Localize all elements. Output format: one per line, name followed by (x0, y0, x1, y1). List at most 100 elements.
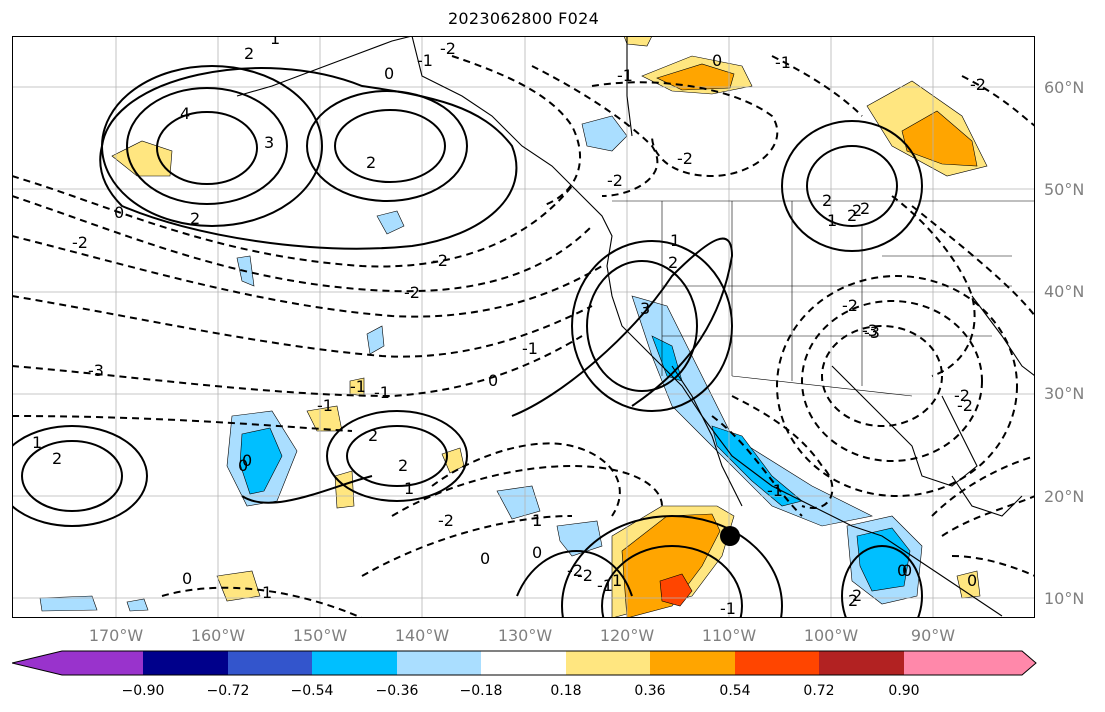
contour-label: 2 (244, 44, 254, 63)
contour-label: -2 (577, 566, 593, 585)
contour-labels: 2 1 0 -2 -1 4 3 2 2 0 -2 -2 -1 0 -1 -2 -… (32, 36, 986, 618)
contour-label: 0 (114, 203, 124, 222)
lat-label-20n: 20°N (1044, 487, 1085, 506)
colorbar-cell (566, 651, 650, 675)
contour-label: 1 (827, 211, 837, 230)
contour-label: 0 (897, 561, 907, 580)
colorbar-tick-label: −0.72 (206, 683, 250, 699)
contour-label: 2 (852, 201, 862, 220)
contour-label: -1 (597, 576, 613, 595)
shaded-regions (39, 36, 988, 618)
negative-contours (12, 55, 1035, 618)
colorbar-cell (650, 651, 735, 675)
contour-label: -1 (720, 599, 736, 618)
state-borders (612, 200, 1035, 397)
contour-label: -1 (775, 53, 791, 72)
contour-label: 2 (848, 591, 858, 610)
colorbar-cell (312, 651, 397, 675)
contour-label: -1 (317, 396, 333, 415)
contour-label: -2 (957, 396, 973, 415)
contour-label: -2 (954, 386, 970, 405)
contour-label: -2 (567, 561, 583, 580)
contour-label: -1 (374, 383, 390, 402)
graticule (12, 36, 1035, 618)
contour-label: 0 (182, 569, 192, 588)
lon-label-140w: 140°W (394, 626, 450, 645)
colorbar-cell (228, 651, 312, 675)
lat-label-30n: 30°N (1044, 384, 1085, 403)
contour-label: -2 (404, 283, 420, 302)
contour-label: 0 (242, 451, 252, 470)
contour-label: 2 (190, 209, 200, 228)
colorbar-tick-label: 0.90 (888, 683, 920, 699)
colorbar (12, 650, 1037, 676)
contour-label: 3 (264, 133, 274, 152)
contour-label: 1 (270, 36, 280, 48)
colorbar-cell (143, 651, 228, 675)
map-panel: 2 1 0 -2 -1 4 3 2 2 0 -2 -2 -1 0 -1 -2 -… (12, 36, 1035, 618)
lat-label-60n: 60°N (1044, 78, 1085, 97)
colorbar-tick-label: 0.54 (719, 683, 751, 699)
contour-label: -3 (88, 361, 104, 380)
contour-label: 2 (368, 426, 378, 445)
lon-label-160w: 160°W (190, 626, 246, 645)
lat-label-10n: 10°N (1044, 589, 1085, 608)
colorbar-cell (904, 651, 1036, 675)
contour-label: 2 (52, 449, 62, 468)
contour-label: 3 (640, 299, 650, 318)
contour-label: -2 (970, 75, 986, 94)
contour-label: 1 (404, 479, 414, 498)
contour-label: -2 (432, 251, 448, 270)
colorbar-tick-label: −0.90 (121, 683, 165, 699)
contour-label: -1 (767, 481, 783, 500)
contour-label: 1 (32, 433, 42, 452)
positive-contours (12, 65, 923, 618)
map-title: 2023062800 F024 (447, 9, 600, 28)
map-frame (12, 36, 1035, 618)
contour-label: -2 (438, 511, 454, 530)
contour-label: -2 (677, 149, 693, 168)
contour-label: 0 (532, 543, 542, 562)
contour-label: -3 (864, 323, 880, 342)
contour-label: 2 (860, 199, 870, 218)
lon-label-120w: 120°W (599, 626, 655, 645)
contour-label: -3 (862, 321, 878, 340)
contour-label: 2 (668, 253, 678, 272)
contour-label: 1 (532, 511, 542, 530)
lat-label-50n: 50°N (1044, 180, 1085, 199)
lon-label-90w: 90°W (910, 626, 956, 645)
contour-label: 2 (366, 153, 376, 172)
contour-label: 0 (902, 561, 912, 580)
contour-label: 0 (384, 64, 394, 83)
contour-label: -2 (72, 233, 88, 252)
contour-label: 2 (847, 206, 857, 225)
colorbar-cell (481, 651, 566, 675)
colorbar-tick-label: 0.36 (634, 683, 666, 699)
colorbar-cell (397, 651, 481, 675)
colorbar-cell (735, 651, 819, 675)
lon-label-110w: 110°W (701, 626, 757, 645)
colorbar-tick-label: 0.18 (550, 683, 582, 699)
lon-label-130w: 130°W (497, 626, 553, 645)
contour-label: 4 (180, 104, 190, 123)
contour-label: 1 (670, 231, 680, 250)
contour-label: 0 (488, 371, 498, 390)
contour-label: 0 (712, 51, 722, 70)
contour-label: -1 (522, 339, 538, 358)
colorbar-tick-label: 0.72 (803, 683, 835, 699)
contour-label: -2 (440, 39, 456, 58)
colorbar-cell (12, 651, 143, 675)
lon-label-100w: 100°W (803, 626, 859, 645)
colorbar-cell (819, 651, 904, 675)
contour-label: 0 (967, 571, 977, 590)
contour-label: 2 (398, 456, 408, 475)
contour-label: -1 (417, 51, 433, 70)
contour-label: -1 (350, 377, 366, 396)
colorbar-tick-label: −0.36 (375, 683, 419, 699)
colorbar-tick-label: −0.54 (290, 683, 334, 699)
lon-label-170w: 170°W (88, 626, 144, 645)
map-svg: 2 1 0 -2 -1 4 3 2 2 0 -2 -2 -1 0 -1 -2 -… (12, 36, 1035, 618)
lon-label-150w: 150°W (292, 626, 348, 645)
lat-label-40n: 40°N (1044, 282, 1085, 301)
point-marker (720, 526, 740, 546)
